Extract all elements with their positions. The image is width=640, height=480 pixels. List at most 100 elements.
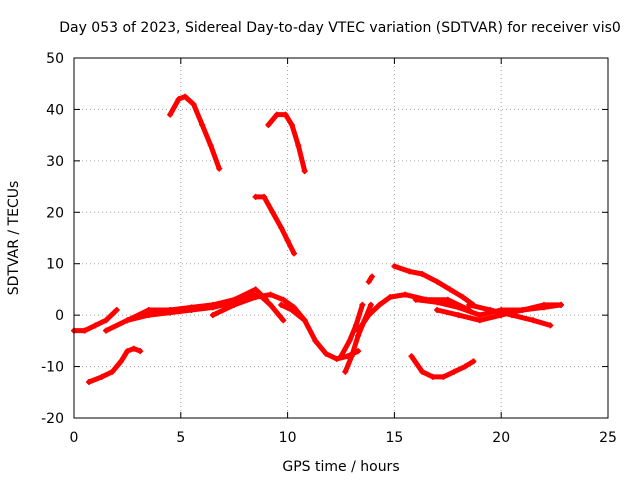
data-point [284, 237, 291, 244]
y-tick-label: 20 [46, 205, 64, 221]
data-point [391, 263, 398, 270]
series-line [265, 112, 308, 174]
x-tick-label: 25 [599, 430, 617, 446]
series-line [124, 286, 269, 323]
data-point [291, 250, 298, 257]
plot-area [71, 93, 565, 385]
data-point [301, 317, 308, 324]
series-arc-16 [466, 301, 554, 329]
data-point [547, 322, 554, 329]
data-point [367, 301, 374, 308]
data-point [476, 317, 483, 324]
data-point [487, 307, 494, 313]
data-point [261, 193, 268, 200]
x-tick-label: 15 [385, 430, 403, 446]
x-tick-label: 20 [492, 430, 510, 446]
data-point [124, 317, 131, 324]
y-tick-label: 10 [46, 257, 64, 273]
data-point [406, 268, 413, 275]
series-arc-17 [408, 353, 477, 380]
data-point [466, 301, 473, 308]
data-point [182, 93, 189, 100]
data-point [267, 291, 274, 298]
data-point [124, 348, 131, 355]
y-tick-label: -10 [41, 360, 64, 376]
data-point [455, 304, 462, 311]
data-point [145, 312, 152, 319]
data-point [231, 296, 238, 303]
data-point [408, 353, 415, 360]
data-point [288, 121, 295, 128]
grid [74, 58, 608, 418]
data-point [387, 294, 394, 301]
data-point [419, 368, 426, 375]
series-arc-9 [278, 301, 362, 362]
data-point [188, 304, 195, 311]
data-point [359, 301, 366, 308]
data-point [342, 368, 349, 375]
data-point [167, 307, 174, 313]
data-point [355, 332, 362, 339]
data-point [81, 327, 88, 334]
series-line [338, 302, 365, 359]
data-point [346, 337, 353, 344]
data-point [419, 271, 426, 277]
data-point [265, 121, 272, 128]
data-point [519, 307, 526, 313]
data-point [376, 301, 383, 308]
data-point [269, 209, 276, 216]
data-point [429, 373, 436, 380]
y-tick-label: 0 [55, 308, 64, 324]
data-point [209, 301, 216, 308]
data-point [540, 301, 547, 308]
data-point [368, 273, 375, 280]
data-point [252, 193, 259, 200]
series-line [253, 194, 297, 256]
data-point [355, 348, 362, 355]
data-point [209, 312, 216, 319]
data-point [365, 278, 372, 285]
data-point [85, 379, 92, 385]
data-point [103, 327, 110, 334]
x-tick-label: 0 [70, 430, 79, 446]
data-point [434, 278, 441, 285]
data-point [402, 291, 409, 298]
y-axis-label: SDTVAR / TECUs [6, 181, 22, 296]
data-point [280, 317, 287, 324]
x-tick-label: 5 [176, 430, 185, 446]
data-point [216, 165, 223, 172]
series-arc-2 [85, 345, 144, 385]
data-point [282, 111, 289, 118]
data-point [145, 307, 152, 313]
y-tick-labels: -20 -10 0 10 20 30 40 50 [41, 51, 64, 427]
data-point [92, 322, 99, 329]
data-point [434, 307, 441, 313]
series-arc-6 [167, 93, 223, 172]
series-line [103, 292, 286, 334]
data-point [451, 368, 458, 375]
data-point [461, 363, 468, 370]
data-point [278, 224, 285, 231]
data-point [333, 355, 340, 362]
x-tick-labels: 0 5 10 15 20 25 [70, 430, 617, 446]
data-point [355, 327, 362, 334]
data-point [267, 301, 274, 308]
series-arc-4 [124, 286, 270, 324]
axis-ticks [73, 57, 609, 419]
data-point [440, 373, 447, 380]
series-arc-7 [265, 111, 308, 175]
data-point [199, 121, 206, 128]
data-point [190, 101, 197, 108]
data-point [365, 312, 372, 319]
data-point [280, 296, 287, 303]
y-tick-label: 40 [46, 102, 64, 118]
x-axis-label: GPS time / hours [282, 459, 399, 475]
y-tick-label: -20 [41, 411, 64, 427]
series-arc-11 [338, 301, 366, 360]
data-point [476, 312, 483, 319]
series-arc-5 [209, 291, 308, 324]
data-point [113, 307, 120, 313]
x-tick-label: 10 [279, 430, 297, 446]
data-point [530, 317, 537, 324]
